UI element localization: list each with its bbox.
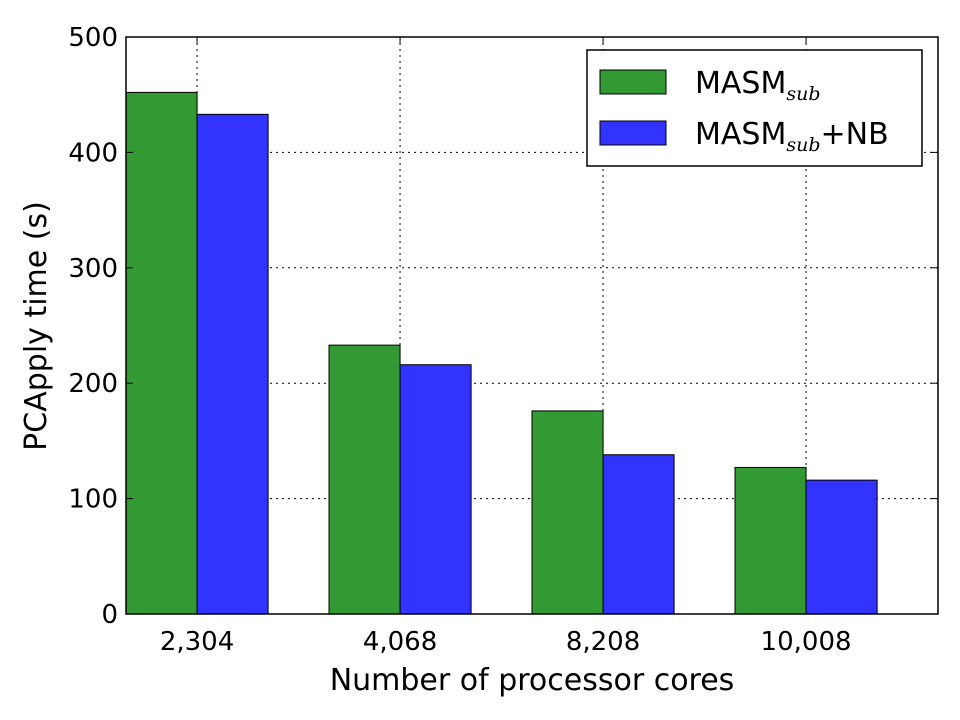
y-tick-label: 400 <box>68 138 118 168</box>
y-tick-label: 500 <box>68 23 118 53</box>
legend-swatch-masm-sub <box>599 69 667 95</box>
y-axis-label: PCApply time (s) <box>19 201 54 451</box>
x-tick-label: 2,304 <box>160 627 234 657</box>
tick-marks <box>126 36 938 615</box>
legend-label-masm-sub-nb: MASMsub+NB <box>695 117 889 156</box>
x-tick-label: 10,008 <box>761 627 852 657</box>
legend-label-masm-sub: MASMsub <box>695 66 821 105</box>
y-tick-label: 300 <box>68 254 118 284</box>
x-axis-label: Number of processor cores <box>330 663 735 698</box>
x-tick-label: 8,208 <box>566 627 640 657</box>
bar-series-0-2304 <box>125 91 198 615</box>
bar-series-1-10008 <box>805 479 878 615</box>
legend: MASMsub MASMsub+NB <box>586 49 923 167</box>
legend-frame <box>586 49 923 167</box>
plot-area-frame <box>125 36 939 615</box>
bar-series-0-4068 <box>328 344 401 615</box>
bars <box>125 91 878 615</box>
bar-series-1-4068 <box>399 364 472 615</box>
y-tick-label: 0 <box>101 600 118 630</box>
x-tick-label: 4,068 <box>363 627 437 657</box>
y-tick-label: 100 <box>68 485 118 515</box>
y-tick-label: 200 <box>68 369 118 399</box>
bar-series-1-8208 <box>602 454 675 615</box>
legend-swatch-masm-sub-nb <box>599 120 667 146</box>
x-tick-labels: 2,304 4,068 8,208 10,008 <box>160 627 852 657</box>
bar-series-0-10008 <box>734 466 807 615</box>
bar-series-1-2304 <box>196 113 269 615</box>
y-tick-labels: 0 100 200 300 400 500 <box>68 23 118 630</box>
bar-series-0-8208 <box>531 410 604 615</box>
